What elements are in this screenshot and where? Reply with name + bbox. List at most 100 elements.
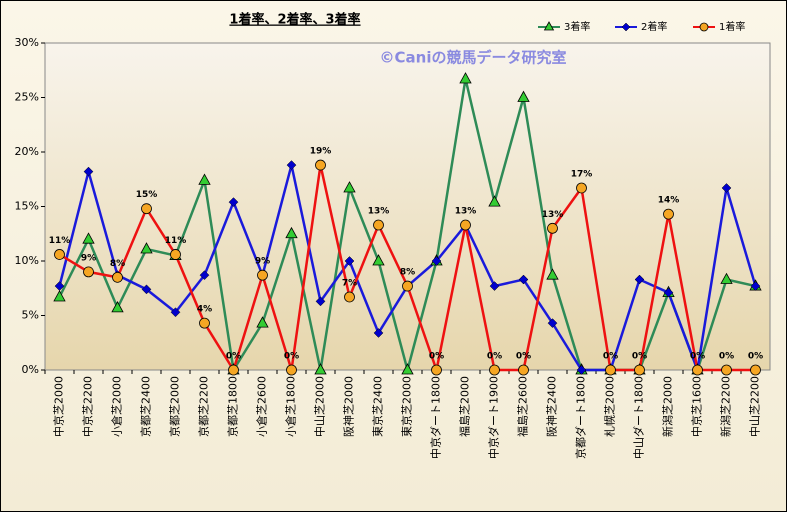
y-tick-label: 0% [22, 363, 39, 376]
x-tick-label: 京都ダート1800 [574, 376, 588, 459]
x-tick-label: 中京芝1600 [690, 376, 704, 437]
data-label: 9% [255, 257, 270, 267]
marker [82, 232, 95, 244]
y-tick-label: 25% [15, 91, 39, 104]
x-tick-label: 京都芝2000 [168, 376, 182, 437]
marker [750, 364, 761, 376]
data-label: 0% [632, 352, 647, 362]
x-tick-label: 中京芝2200 [81, 376, 95, 437]
marker [488, 195, 501, 207]
data-label: 13% [368, 207, 390, 217]
marker [315, 296, 326, 307]
x-tick-label: 中京ダート1900 [487, 376, 501, 459]
legend-marker [621, 22, 631, 32]
x-tick-label: 京都芝1800 [226, 376, 240, 437]
x-tick-label: 福島芝2600 [516, 376, 530, 437]
x-tick-label: 小倉芝1800 [284, 376, 298, 437]
marker [720, 272, 733, 284]
marker [489, 364, 500, 376]
marker [489, 281, 500, 291]
marker [372, 254, 385, 266]
watermark: ©Caniの競馬データ研究室 [380, 49, 567, 67]
marker [373, 328, 384, 338]
data-label: 9% [81, 253, 96, 263]
plot-area [44, 42, 771, 371]
marker [750, 281, 761, 291]
marker [431, 364, 442, 376]
data-label: 11% [165, 236, 187, 246]
marker [344, 291, 355, 303]
y-tick-label: 15% [15, 200, 39, 213]
marker [257, 269, 268, 281]
marker [546, 268, 559, 280]
data-label: 11% [49, 236, 71, 246]
marker [112, 271, 123, 283]
x-tick-label: 中山芝2000 [314, 376, 327, 437]
legend-label: 3着率 [564, 20, 590, 33]
marker [663, 287, 674, 298]
marker [518, 274, 529, 285]
data-label: 7% [342, 278, 357, 288]
marker [721, 183, 732, 193]
marker [83, 166, 94, 177]
data-label: 8% [110, 259, 125, 269]
x-tick-label: 小倉芝2600 [255, 376, 269, 437]
marker [431, 256, 442, 266]
legend-marker [699, 22, 709, 32]
data-label: 15% [136, 190, 158, 200]
marker [111, 301, 124, 313]
x-tick-label: 東京芝2400 [371, 376, 385, 437]
marker [576, 182, 587, 194]
marker [199, 270, 210, 281]
marker [343, 181, 356, 193]
marker [170, 307, 181, 318]
marker [198, 173, 211, 185]
marker [401, 363, 414, 375]
marker [53, 290, 66, 302]
x-tick-label: 中京芝2000 [52, 376, 66, 437]
marker [634, 274, 645, 285]
x-tick-label: 小倉芝2000 [110, 376, 124, 437]
marker [459, 72, 472, 84]
x-tick-label: 福島芝2000 [458, 376, 472, 437]
marker [54, 249, 65, 260]
marker [721, 364, 732, 376]
x-tick-label: 阪神芝2000 [342, 376, 356, 437]
marker [140, 242, 153, 254]
x-tick-label: 東京芝2000 [400, 376, 414, 437]
marker [402, 280, 413, 292]
data-label: 0% [603, 352, 618, 362]
marker [663, 208, 674, 220]
marker [228, 197, 239, 207]
marker [141, 203, 152, 215]
marker [373, 219, 384, 231]
marker [286, 364, 297, 376]
x-tick-label: 阪神芝2400 [545, 376, 559, 437]
marker [170, 249, 181, 260]
marker [518, 364, 529, 376]
marker [256, 316, 269, 328]
marker [199, 317, 210, 329]
marker [547, 318, 558, 328]
x-tick-label: 新潟芝2000 [661, 376, 675, 437]
legend-label: 1着率 [719, 20, 745, 33]
marker [286, 160, 297, 170]
data-label: 0% [719, 352, 734, 362]
marker [692, 364, 703, 376]
marker [314, 363, 327, 375]
data-label: 14% [658, 196, 680, 206]
data-label: 13% [455, 207, 477, 217]
marker [460, 219, 471, 231]
marker [285, 226, 298, 239]
marker [634, 364, 645, 376]
data-label: 19% [310, 147, 332, 157]
marker [54, 281, 65, 291]
data-label: 0% [516, 352, 531, 362]
data-label: 4% [197, 305, 212, 315]
x-tick-label: 新潟芝2200 [719, 376, 733, 437]
x-tick-label: 中山ダート1800 [632, 376, 646, 459]
data-label: 0% [690, 352, 705, 362]
x-tick-label: 京都芝2200 [197, 376, 211, 437]
data-label: 13% [542, 210, 564, 220]
